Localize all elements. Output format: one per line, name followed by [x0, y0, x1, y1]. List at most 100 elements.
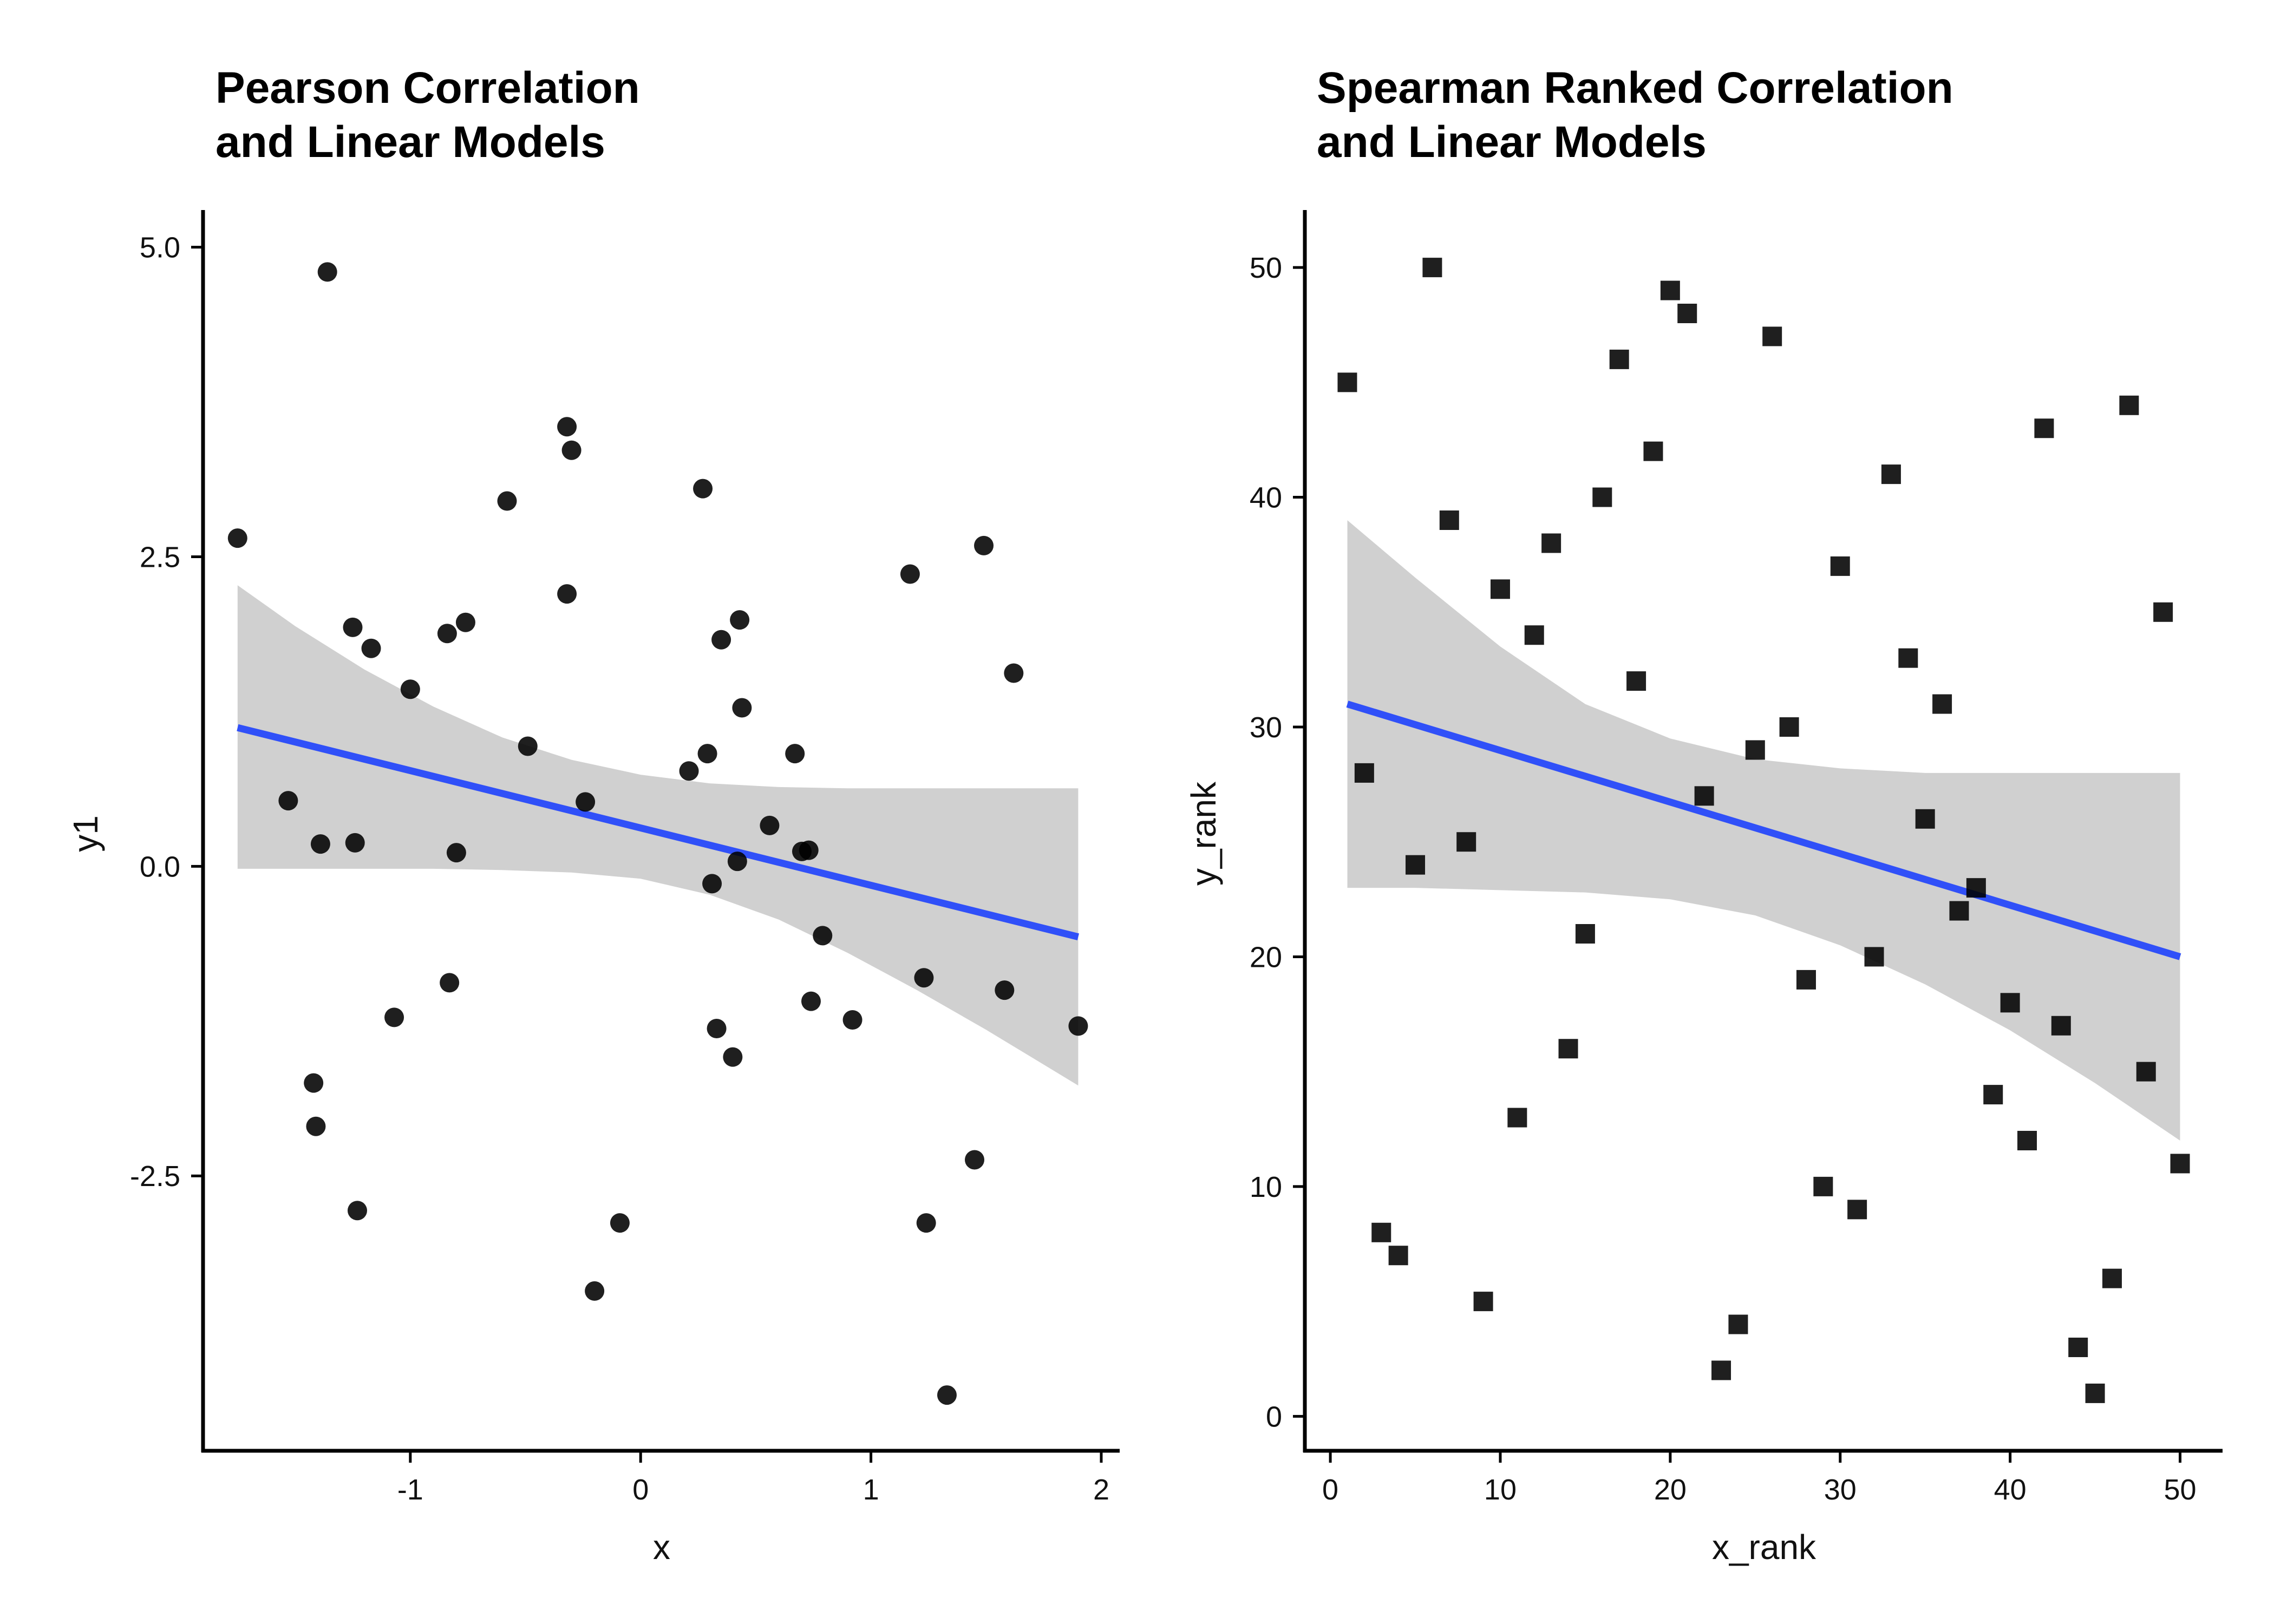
data-point — [1406, 855, 1426, 875]
data-point — [1677, 304, 1697, 323]
data-point — [1524, 625, 1544, 645]
points-layer — [227, 262, 1088, 1405]
data-point — [361, 638, 381, 658]
data-point — [1813, 1176, 1833, 1196]
data-point — [1881, 464, 1901, 484]
x-tick-label: 0 — [1322, 1474, 1338, 1506]
data-point — [1507, 1108, 1527, 1128]
data-point — [2068, 1338, 2088, 1357]
data-point — [727, 852, 747, 872]
data-point — [2119, 395, 2139, 415]
fit-line-layer — [1346, 700, 2181, 960]
data-point — [900, 564, 920, 584]
y-axis-title: y_rank — [1184, 781, 1223, 886]
data-point — [1422, 258, 1442, 278]
data-point — [518, 736, 538, 756]
data-point — [1711, 1360, 1731, 1380]
x-axis-title: x_rank — [1712, 1528, 1816, 1567]
data-point — [317, 262, 337, 282]
data-point — [557, 417, 577, 437]
data-point — [2102, 1268, 2122, 1288]
data-point — [1830, 556, 1850, 576]
x-tick-label: 50 — [2164, 1474, 2196, 1506]
data-point — [697, 744, 717, 764]
data-point — [1371, 1222, 1391, 1242]
data-point — [974, 535, 994, 555]
x-tick-label: -1 — [397, 1474, 423, 1506]
data-point — [561, 440, 581, 460]
data-point — [2000, 993, 2020, 1013]
data-point — [1575, 924, 1595, 944]
data-point — [730, 610, 750, 630]
data-point — [1898, 648, 1918, 668]
data-point — [1490, 579, 1510, 599]
data-point — [1456, 832, 1476, 852]
data-point — [842, 1010, 862, 1030]
data-point — [813, 926, 833, 946]
data-point — [679, 761, 699, 781]
data-point — [440, 973, 460, 993]
y-tick-label: 40 — [1250, 482, 1282, 514]
data-point — [1541, 533, 1561, 553]
data-point — [785, 744, 805, 764]
x-tick-label: 1 — [863, 1474, 879, 1506]
y-axis-title: y1 — [66, 815, 105, 852]
data-point — [995, 980, 1015, 1000]
data-point — [1762, 326, 1782, 346]
data-point — [1779, 717, 1799, 737]
data-point — [576, 792, 596, 812]
data-point — [2051, 1016, 2071, 1036]
pearson-panel: Pearson Correlation and Linear Models -1… — [66, 63, 1120, 1567]
data-point — [1915, 809, 1935, 829]
data-point — [1983, 1085, 2003, 1105]
data-point — [227, 528, 247, 548]
data-point — [345, 833, 365, 853]
data-point — [1473, 1292, 1493, 1312]
data-point — [1609, 349, 1629, 369]
y-tick-label: 10 — [1250, 1171, 1282, 1203]
data-point — [1694, 786, 1714, 806]
data-point — [1354, 763, 1374, 783]
axes-layer: 0 10 20 30 40 50 0 10 20 30 40 50 — [1250, 210, 2223, 1506]
data-point — [437, 624, 457, 644]
data-point — [304, 1073, 324, 1093]
data-point — [610, 1213, 630, 1233]
y-tick-label: 50 — [1250, 252, 1282, 284]
data-point — [557, 584, 577, 604]
data-point — [2034, 418, 2054, 438]
data-point — [760, 815, 780, 835]
data-point — [1439, 510, 1459, 530]
data-point — [278, 791, 298, 811]
data-point — [1388, 1246, 1408, 1266]
data-point — [965, 1150, 985, 1170]
data-point — [1847, 1200, 1867, 1220]
y-tick-label: 0.0 — [140, 850, 180, 883]
data-point — [1966, 878, 1986, 898]
data-point — [1626, 671, 1646, 691]
data-point — [937, 1385, 957, 1405]
data-point — [306, 1116, 326, 1136]
data-point — [1949, 901, 1969, 921]
data-point — [1660, 280, 1680, 300]
data-point — [1643, 441, 1663, 461]
data-point — [801, 991, 821, 1011]
data-point — [693, 479, 713, 499]
data-point — [1745, 740, 1765, 760]
data-point — [1337, 372, 1357, 392]
chart-title-line-1: Pearson Correlation — [215, 63, 640, 113]
data-point — [497, 491, 517, 511]
data-point — [1864, 947, 1884, 967]
data-point — [711, 630, 731, 650]
x-tick-label: 40 — [1994, 1474, 2027, 1506]
y-tick-label: 30 — [1250, 711, 1282, 744]
points-layer — [1337, 258, 2190, 1403]
regression-line — [1346, 700, 2181, 960]
x-tick-label: 20 — [1654, 1474, 1687, 1506]
data-point — [1592, 487, 1612, 507]
data-point — [343, 617, 363, 637]
axes-layer: -1 0 1 2 -2.5 0.0 2.5 5.0 — [130, 210, 1120, 1506]
data-point — [916, 1213, 936, 1233]
y-tick-label: 5.0 — [140, 232, 180, 264]
spearman-panel: Spearman Ranked Correlation and Linear M… — [1184, 63, 2223, 1567]
x-tick-label: 2 — [1093, 1474, 1109, 1506]
